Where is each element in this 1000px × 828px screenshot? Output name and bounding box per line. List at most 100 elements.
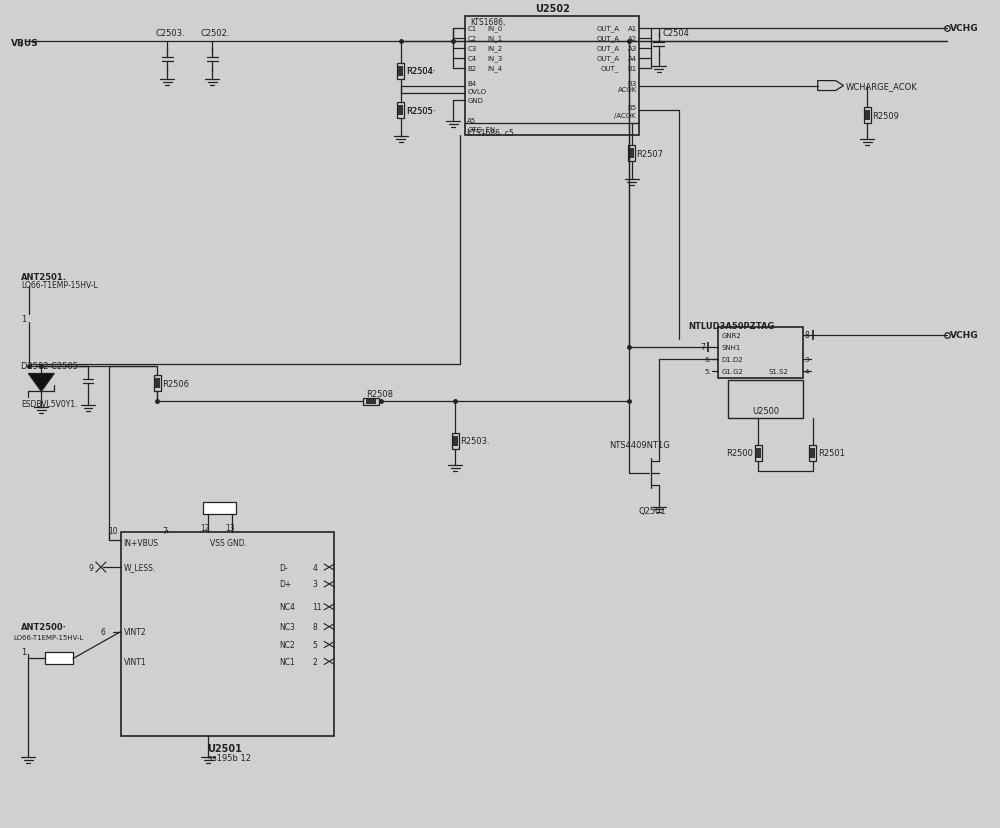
Text: OTG_EN: OTG_EN [467,126,495,132]
Text: /ACOK: /ACOK [614,113,636,119]
Text: NTS4409NT1G: NTS4409NT1G [609,441,670,450]
Text: C2502.: C2502. [200,30,230,38]
Text: GND: GND [467,99,483,104]
Text: D+: D+ [280,580,292,589]
Text: A5: A5 [467,118,476,124]
Text: 1: 1 [21,647,27,656]
Bar [398,106,403,116]
Bar [465,17,639,136]
Bar [397,64,404,79]
Text: ANT2500·: ANT2500· [21,623,67,632]
Text: D2502 C2505: D2502 C2505 [21,362,78,371]
Text: U2500: U2500 [752,407,779,415]
Text: 10: 10 [108,527,117,535]
Text: G1.G2: G1.G2 [721,368,743,374]
Text: ss195b 12: ss195b 12 [208,753,251,763]
Text: 13: 13 [225,523,235,532]
Text: D-: D- [280,563,288,572]
Text: C2504: C2504 [663,30,690,38]
Bar [629,149,634,159]
Text: 3: 3 [312,580,317,589]
Text: C4: C4 [467,55,476,61]
Text: IN_2: IN_2 [487,46,502,52]
Bar [864,108,871,124]
Text: 8: 8 [312,623,317,632]
Bar [628,146,635,161]
Text: 7: 7 [162,527,167,535]
Text: VCHG: VCHG [950,25,978,33]
Bar [203,502,236,515]
Text: 2: 2 [312,657,317,666]
Text: VSS GND.: VSS GND. [210,538,247,547]
Text: Q2501: Q2501 [639,507,667,515]
Text: VINT2: VINT2 [124,628,146,637]
Text: C2: C2 [467,36,476,42]
Text: OUT_A: OUT_A [596,26,619,32]
Text: 5.: 5. [705,368,711,374]
Bar [154,376,161,392]
Text: 4: 4 [805,368,809,374]
Text: A4: A4 [628,55,637,61]
Bar [366,399,376,404]
Text: B2: B2 [467,65,476,71]
Bar [363,398,379,405]
Bar [398,66,403,76]
Text: W_LESS.: W_LESS. [124,563,156,572]
Text: B5: B5 [627,105,636,111]
Text: U2502: U2502 [535,4,570,14]
Text: KTS1686,: KTS1686, [470,17,506,26]
Bar [121,532,334,736]
Text: R2509: R2509 [872,112,899,121]
Text: IN+VBUS: IN+VBUS [124,538,159,547]
Bar [810,449,815,459]
Text: D1.D2: D1.D2 [721,356,743,362]
Text: NTLUD3A50PZTAG: NTLUD3A50PZTAG [689,322,775,331]
Text: R2505·: R2505· [406,107,436,116]
Text: LO66-T1EMP-15HV-L: LO66-T1EMP-15HV-L [14,633,84,640]
Text: LO66-T1EMP-15HV-L: LO66-T1EMP-15HV-L [21,281,98,289]
Bar [865,111,870,121]
Text: 9: 9 [88,563,93,572]
Bar [728,381,803,419]
Text: C3: C3 [467,46,476,52]
Bar [45,652,73,665]
Bar [397,104,404,119]
Text: 6: 6 [101,628,106,637]
Text: R2505·: R2505· [406,107,435,116]
Text: C1: C1 [467,26,476,32]
Text: OUT_A: OUT_A [596,55,619,62]
Text: 3: 3 [805,356,809,362]
Text: 8: 8 [805,331,810,339]
Text: IN_3: IN_3 [487,55,502,62]
Text: OUT_A: OUT_A [596,36,619,42]
Text: OUT_: OUT_ [601,65,619,72]
Text: NC4: NC4 [280,603,295,612]
Text: R2508: R2508 [366,389,393,398]
Text: IN_4: IN_4 [487,65,502,72]
Text: ESDBVL5V0Y1.: ESDBVL5V0Y1. [21,399,78,408]
Bar [155,379,160,389]
Bar [756,449,761,459]
Text: B3: B3 [628,80,637,86]
Bar [809,445,816,461]
Text: B1: B1 [628,65,637,71]
Text: ANT2501.: ANT2501. [21,272,67,282]
Text: R2503.: R2503. [460,437,490,446]
Text: U2501: U2501 [208,743,242,753]
Bar [718,327,803,379]
Polygon shape [28,374,54,392]
Text: VINT1: VINT1 [124,657,146,666]
Text: KTS1686. c5: KTS1686. c5 [467,128,514,137]
Text: 11: 11 [312,603,322,612]
Text: NC1: NC1 [280,657,295,666]
Text: VCHG: VCHG [950,331,978,339]
Text: C2503.: C2503. [155,30,185,38]
Text: 6.: 6. [705,356,711,362]
Text: GNR2: GNR2 [721,332,741,339]
Text: OVLO: OVLO [467,89,486,94]
Text: NC3: NC3 [280,623,295,632]
Text: IN_0: IN_0 [487,26,502,32]
Text: 12: 12 [200,523,210,532]
Text: R2504·: R2504· [406,67,435,76]
Text: 7: 7 [701,343,705,352]
